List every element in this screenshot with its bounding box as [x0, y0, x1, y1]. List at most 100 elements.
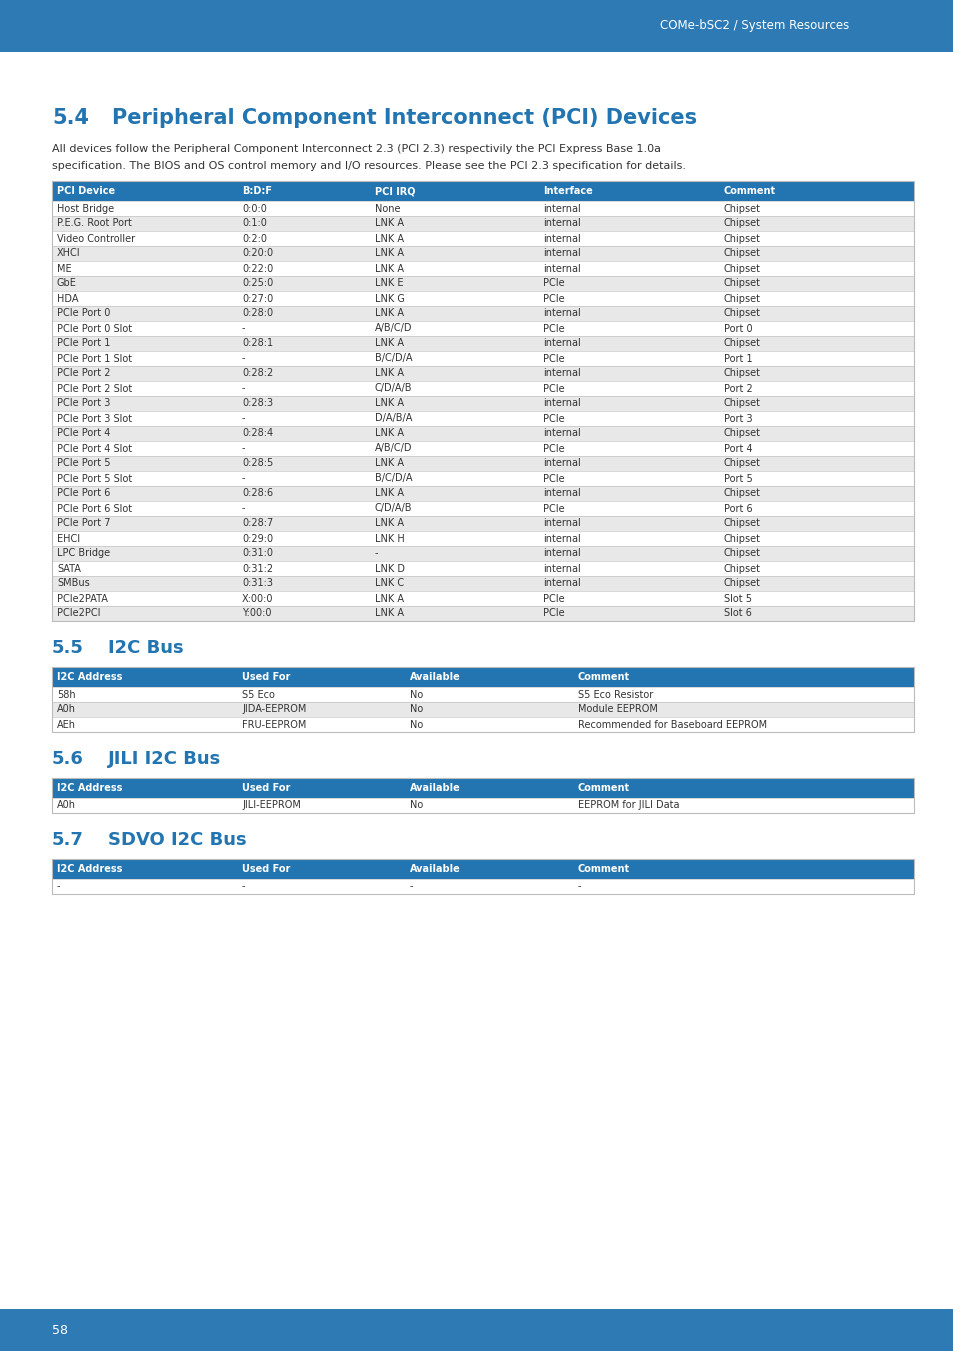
Bar	[52, 703, 913, 717]
Bar	[52, 486, 913, 501]
Text: LNK A: LNK A	[375, 399, 403, 408]
Text: LNK A: LNK A	[375, 428, 403, 439]
Text: Chipset: Chipset	[723, 219, 760, 228]
Text: D/A/B/A: D/A/B/A	[375, 413, 412, 423]
Bar	[52, 501, 913, 516]
Text: Chipset: Chipset	[723, 578, 760, 589]
Text: Port 4: Port 4	[723, 443, 752, 454]
Text: LNK D: LNK D	[375, 563, 405, 574]
Text: PCIe Port 0: PCIe Port 0	[57, 308, 111, 319]
Text: Chipset: Chipset	[723, 519, 760, 528]
Text: P.E.G. Root Port: P.E.G. Root Port	[57, 219, 132, 228]
Bar	[52, 778, 913, 813]
Text: JILI-EEPROM: JILI-EEPROM	[242, 801, 300, 811]
Text: Chipset: Chipset	[723, 534, 760, 543]
Text: 0:2:0: 0:2:0	[242, 234, 267, 243]
Bar	[52, 216, 913, 231]
Bar	[52, 426, 913, 440]
Text: LNK E: LNK E	[375, 278, 403, 289]
Text: internal: internal	[542, 489, 580, 499]
Text: 58h: 58h	[57, 689, 75, 700]
Bar	[52, 667, 913, 732]
Text: Recommended for Baseboard EEPROM: Recommended for Baseboard EEPROM	[578, 720, 766, 730]
Text: No: No	[410, 801, 423, 811]
Bar	[52, 667, 913, 688]
Bar	[52, 440, 913, 457]
Text: PCIe: PCIe	[542, 293, 564, 304]
Text: FRU-EEPROM: FRU-EEPROM	[242, 720, 306, 730]
Text: internal: internal	[542, 369, 580, 378]
Text: Y:00:0: Y:00:0	[242, 608, 272, 619]
Bar	[52, 261, 913, 276]
Text: C/D/A/B: C/D/A/B	[375, 504, 412, 513]
Text: internal: internal	[542, 563, 580, 574]
Text: Port 2: Port 2	[723, 384, 752, 393]
Text: -: -	[242, 354, 245, 363]
Text: Available: Available	[410, 784, 460, 793]
Text: LNK A: LNK A	[375, 369, 403, 378]
Text: -: -	[410, 881, 413, 892]
Text: LNK A: LNK A	[375, 608, 403, 619]
Text: -: -	[578, 881, 581, 892]
Bar	[52, 351, 913, 366]
Text: 5.4: 5.4	[52, 108, 89, 128]
Bar	[52, 246, 913, 261]
Text: 0:28:5: 0:28:5	[242, 458, 273, 469]
Text: AEh: AEh	[57, 720, 76, 730]
Text: Available: Available	[410, 865, 460, 874]
Text: internal: internal	[542, 428, 580, 439]
Bar	[52, 516, 913, 531]
Text: PCIe Port 2 Slot: PCIe Port 2 Slot	[57, 384, 132, 393]
Text: 0:1:0: 0:1:0	[242, 219, 267, 228]
Text: PCIe Port 1: PCIe Port 1	[57, 339, 111, 349]
Text: 5.6: 5.6	[52, 750, 84, 767]
Bar	[52, 290, 913, 305]
Text: Port 5: Port 5	[723, 473, 752, 484]
Text: 0:28:0: 0:28:0	[242, 308, 273, 319]
Bar	[52, 798, 913, 813]
Text: LNK C: LNK C	[375, 578, 404, 589]
Text: 0:31:3: 0:31:3	[242, 578, 273, 589]
Text: Chipset: Chipset	[723, 234, 760, 243]
Text: Port 1: Port 1	[723, 354, 752, 363]
Text: -: -	[242, 473, 245, 484]
Text: PCIe: PCIe	[542, 504, 564, 513]
Text: Chipset: Chipset	[723, 428, 760, 439]
Text: Comment: Comment	[723, 186, 776, 196]
Text: Chipset: Chipset	[723, 263, 760, 273]
Bar	[52, 859, 913, 880]
Text: Interface: Interface	[542, 186, 592, 196]
Text: 0:31:2: 0:31:2	[242, 563, 273, 574]
Text: LNK A: LNK A	[375, 308, 403, 319]
Text: PCIe Port 0 Slot: PCIe Port 0 Slot	[57, 323, 132, 334]
Text: 5.7: 5.7	[52, 831, 84, 848]
Text: -: -	[242, 443, 245, 454]
Text: LNK A: LNK A	[375, 249, 403, 258]
Bar	[0, 1321, 953, 1351]
Text: PCIe Port 3 Slot: PCIe Port 3 Slot	[57, 413, 132, 423]
Text: None: None	[375, 204, 400, 213]
Text: internal: internal	[542, 399, 580, 408]
Text: Module EEPROM: Module EEPROM	[578, 704, 658, 715]
Text: LNK A: LNK A	[375, 519, 403, 528]
Text: B/C/D/A: B/C/D/A	[375, 473, 412, 484]
Bar	[52, 778, 913, 798]
Text: EEPROM for JILI Data: EEPROM for JILI Data	[578, 801, 679, 811]
Text: GbE: GbE	[57, 278, 77, 289]
Text: Used For: Used For	[242, 865, 290, 874]
Text: I2C Address: I2C Address	[57, 671, 122, 682]
Text: A/B/C/D: A/B/C/D	[375, 443, 412, 454]
Text: PCIe: PCIe	[542, 323, 564, 334]
Text: 0:28:7: 0:28:7	[242, 519, 273, 528]
Text: LNK A: LNK A	[375, 263, 403, 273]
Text: Port 3: Port 3	[723, 413, 752, 423]
Text: 0:25:0: 0:25:0	[242, 278, 273, 289]
Bar	[52, 859, 913, 894]
Bar	[52, 717, 913, 732]
FancyBboxPatch shape	[10, 0, 943, 50]
Text: Chipset: Chipset	[723, 278, 760, 289]
Text: internal: internal	[542, 534, 580, 543]
Text: LNK A: LNK A	[375, 489, 403, 499]
Text: Available: Available	[410, 671, 460, 682]
Text: 0:22:0: 0:22:0	[242, 263, 273, 273]
